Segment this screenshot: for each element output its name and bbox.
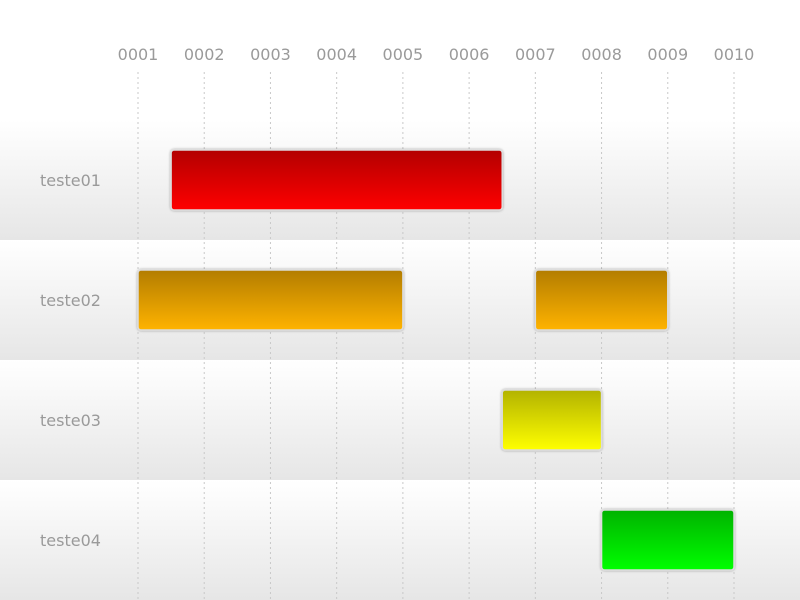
row-label: teste03 — [40, 411, 101, 430]
x-tick-label: 0009 — [647, 45, 688, 64]
row-label: teste02 — [40, 291, 101, 310]
x-tick-label: 0004 — [316, 45, 357, 64]
gantt-bar — [170, 149, 503, 211]
row-labels: teste01 teste02 teste03 teste04 — [40, 171, 101, 550]
bars-layer — [137, 149, 735, 571]
x-tick-label: 0007 — [515, 45, 556, 64]
row-background — [0, 360, 800, 480]
gantt-bar — [501, 389, 603, 451]
x-axis-ticks: 0001 0002 0003 0004 0005 0006 0007 0008 0009 0010 — [118, 45, 755, 64]
row-label: teste04 — [40, 531, 101, 550]
x-tick-label: 0006 — [449, 45, 490, 64]
x-tick-label: 0010 — [714, 45, 755, 64]
x-tick-label: 0003 — [250, 45, 291, 64]
x-tick-label: 0005 — [383, 45, 424, 64]
gantt-bar — [534, 269, 669, 331]
gantt-bar — [137, 269, 404, 331]
gantt-bar — [600, 509, 735, 571]
x-tick-label: 0002 — [184, 45, 225, 64]
x-tick-label: 0001 — [118, 45, 159, 64]
row-label: teste01 — [40, 171, 101, 190]
x-tick-label: 0008 — [581, 45, 622, 64]
